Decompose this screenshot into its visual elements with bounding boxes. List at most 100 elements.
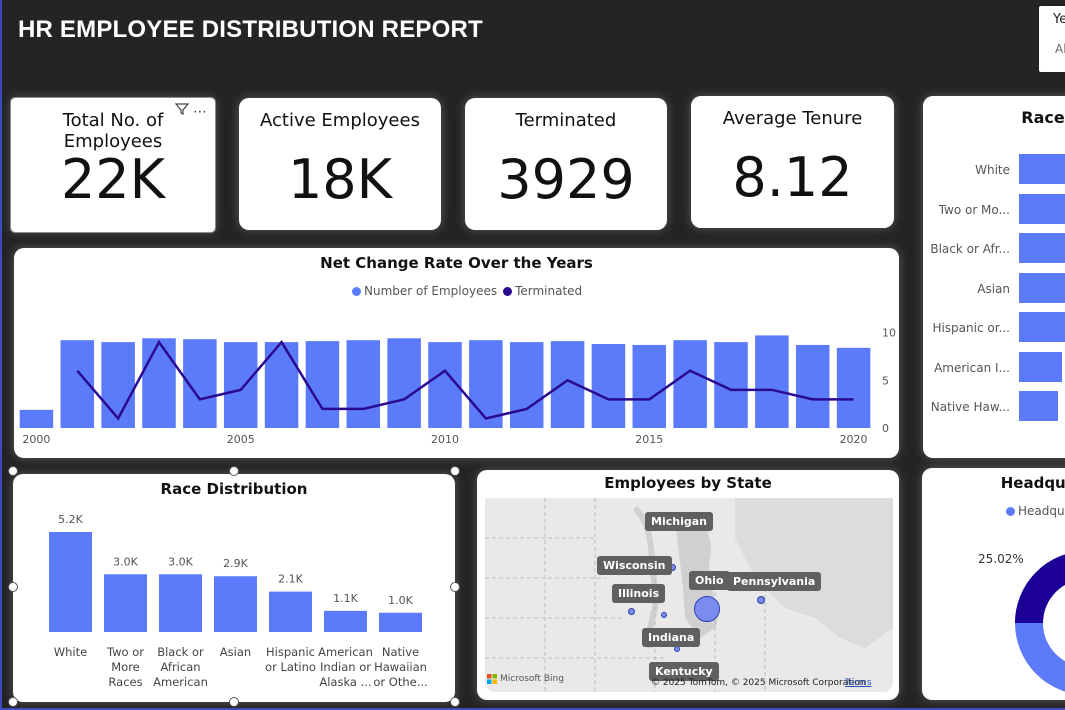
- race-bar[interactable]: [1019, 272, 1065, 303]
- x-tick-label: 2015: [635, 433, 663, 446]
- category-label: Hispanic: [266, 645, 315, 659]
- map-bubble-indiana[interactable]: [661, 612, 667, 618]
- map-label-kentucky[interactable]: Kentucky: [649, 662, 719, 681]
- kpi-value: 3929: [497, 148, 635, 211]
- map-bubble-ohio[interactable]: [694, 596, 720, 622]
- chart-legend[interactable]: Number of Employees Terminated: [352, 284, 582, 298]
- legend-item-headquarters[interactable]: Headqu: [1006, 504, 1065, 518]
- race-column-bar: [214, 576, 257, 632]
- chart-legend[interactable]: Headqu: [1006, 504, 1065, 518]
- year-slicer[interactable]: Ye Al: [1039, 6, 1065, 72]
- kpi-value: 8.12: [732, 146, 853, 209]
- visual-header-icons[interactable]: ⋯: [174, 102, 207, 120]
- employee-bar: [346, 340, 381, 428]
- category-label: American: [318, 645, 373, 659]
- map-bubble-pennsylvania[interactable]: [757, 596, 765, 604]
- kpi-card-terminated: Terminated 3929: [465, 98, 667, 230]
- resize-handle[interactable]: [229, 466, 239, 476]
- resize-handle[interactable]: [229, 697, 239, 707]
- kpi-value: 18K: [287, 148, 393, 211]
- race-column-bar: [379, 612, 422, 632]
- employee-bar: [19, 409, 54, 428]
- employee-bar: [836, 347, 871, 428]
- map-bubble-illinois[interactable]: [628, 608, 635, 615]
- kpi-label: Average Tenure: [722, 108, 863, 129]
- resize-handle[interactable]: [8, 466, 18, 476]
- employee-bar: [632, 344, 667, 428]
- map-label-michigan[interactable]: Michigan: [645, 512, 713, 531]
- data-label: 2.1K: [278, 573, 303, 586]
- slicer-value[interactable]: Al: [1055, 42, 1065, 56]
- employee-bar: [101, 342, 135, 428]
- kpi-label: Total No. of Employees: [62, 110, 164, 152]
- category-label: or Latino: [265, 660, 316, 674]
- data-label: 2.9K: [223, 557, 248, 570]
- resize-handle[interactable]: [8, 697, 18, 707]
- kpi-value: 22K: [60, 148, 166, 211]
- employee-bar: [591, 344, 626, 428]
- microsoft-logo-icon: [487, 674, 497, 684]
- map-label-indiana[interactable]: Indiana: [642, 628, 701, 647]
- map-canvas[interactable]: Michigan Wisconsin Illinois Ohio Pennsyl…: [485, 498, 893, 692]
- headquarters-card[interactable]: Headquar Headqu 25.02%: [922, 468, 1065, 700]
- x-tick-label: 2010: [431, 433, 459, 446]
- race-distribution-card[interactable]: Race Distribution 5.2K White 3.0K Two or Mor…: [13, 474, 455, 702]
- race-bar[interactable]: [1019, 351, 1062, 382]
- race-bar[interactable]: [1019, 233, 1065, 263]
- legend-item-terminated[interactable]: Terminated: [503, 284, 582, 298]
- map-label-ohio[interactable]: Ohio: [689, 571, 730, 590]
- race-bar-chart-card[interactable]: Race White Two or Mo... Black or Afr... Asi…: [923, 96, 1065, 458]
- legend-item-employees[interactable]: Number of Employees: [352, 284, 497, 298]
- category-label: More: [111, 660, 140, 674]
- category-label: Black or: [157, 645, 204, 659]
- category-label: Indian or: [320, 660, 371, 674]
- x-tick-label: 2020: [840, 433, 868, 446]
- category-label: American: [153, 675, 208, 689]
- data-label: 3.0K: [113, 555, 138, 568]
- chart-title: Race Distribution: [160, 480, 308, 498]
- resize-handle[interactable]: [450, 697, 460, 707]
- category-label: Two or Mo...: [938, 202, 1010, 217]
- category-label: Native: [382, 645, 419, 659]
- employee-bar: [469, 340, 503, 428]
- more-options-icon[interactable]: ⋯: [193, 104, 207, 120]
- map-terms-link[interactable]: Terms: [845, 678, 872, 688]
- y-tick-label: 0: [882, 422, 889, 435]
- data-label: 1.1K: [333, 592, 358, 605]
- x-tick-label: 2000: [22, 433, 50, 446]
- map-label-pennsylvania[interactable]: Pennsylvania: [727, 572, 822, 591]
- net-change-chart-card[interactable]: Net Change Rate Over the Years Number of…: [14, 248, 899, 458]
- chart-title: Headquar: [1000, 474, 1065, 492]
- category-label: Hispanic or...: [932, 321, 1010, 335]
- category-label: Asian: [220, 645, 251, 659]
- donut-pct-label: 25.02%: [978, 552, 1024, 566]
- resize-handle[interactable]: [450, 466, 460, 476]
- resize-handle[interactable]: [450, 582, 460, 592]
- employees-by-state-card[interactable]: Employees by State Michigan Wisconsin Il…: [477, 470, 899, 700]
- map-attribution: © 2025 TomTom, © 2025 Microsoft Corporat…: [651, 678, 866, 688]
- resize-handle[interactable]: [8, 582, 18, 592]
- kpi-label: Active Employees: [260, 110, 420, 131]
- filter-icon[interactable]: [174, 103, 193, 120]
- page-title: HR EMPLOYEE DISTRIBUTION REPORT: [18, 16, 483, 43]
- kpi-card-total-employees[interactable]: Total No. of Employees 22K ⋯: [10, 97, 216, 233]
- category-label: Asian: [977, 281, 1010, 296]
- kpi-card-active-employees: Active Employees 18K: [239, 98, 441, 230]
- race-bar[interactable]: [1019, 391, 1058, 421]
- race-bar[interactable]: [1019, 193, 1065, 224]
- race-bar[interactable]: [1019, 154, 1065, 184]
- race-column-bar: [269, 591, 312, 632]
- race-column-bar: [159, 574, 202, 632]
- category-label: or Othe...: [373, 675, 427, 689]
- race-bar[interactable]: [1019, 312, 1065, 342]
- race-column-bar: [49, 532, 92, 632]
- y-tick-label: 10: [882, 327, 896, 340]
- employee-bar: [142, 338, 176, 428]
- race-column-bar: [104, 574, 147, 632]
- category-label: Races: [108, 675, 142, 689]
- employee-bar: [509, 342, 544, 428]
- map-label-illinois[interactable]: Illinois: [612, 584, 666, 603]
- map-label-wisconsin[interactable]: Wisconsin: [597, 556, 672, 575]
- kpi-label: Terminated: [515, 110, 617, 131]
